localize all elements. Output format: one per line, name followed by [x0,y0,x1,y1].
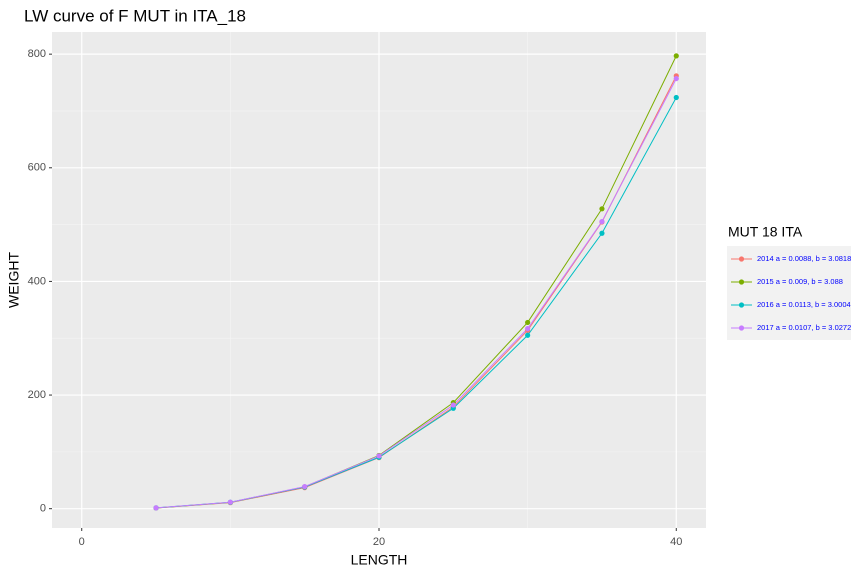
x-tick-label: 40 [670,536,682,548]
data-point [227,499,233,505]
data-point [599,230,605,236]
y-axis-label: WEIGHT [6,252,22,308]
y-tick-label: 200 [28,389,46,401]
data-point [302,483,308,490]
data-point [525,332,531,338]
data-point [673,75,679,82]
legend-key-point [738,256,745,262]
y-tick-label: 600 [28,162,46,174]
x-axis-label: LENGTH [351,552,408,568]
data-point [673,53,679,59]
data-point [599,218,605,225]
legend-label: 2017 a = 0.0107, b = 3.0272 [757,323,851,332]
x-tick-label: 20 [373,536,385,548]
legend-label: 2016 a = 0.0113, b = 3.0004 [757,300,851,309]
y-tick-label: 800 [28,48,46,60]
legend-key-point [738,302,745,308]
legend-keys-bg [727,246,851,340]
legend-key-point [738,279,745,285]
legend-key-point [738,325,745,331]
data-point [673,94,679,101]
legend-label: 2014 a = 0.0088, b = 3.0818 [757,254,851,263]
y-tick-label: 0 [40,503,46,515]
series-line [156,78,677,509]
data-point [525,319,531,326]
y-tick-label: 400 [28,275,46,287]
x-tick-label: 0 [79,536,85,548]
data-point [599,206,605,212]
data-point [450,402,456,408]
legend-title: MUT 18 ITA [728,224,803,240]
data-point [525,326,531,332]
data-point [153,505,159,511]
data-point [376,453,382,459]
legend-label: 2015 a = 0.009, b = 3.088 [757,277,843,286]
chart-title: LW curve of F MUT in ITA_18 [24,6,246,25]
